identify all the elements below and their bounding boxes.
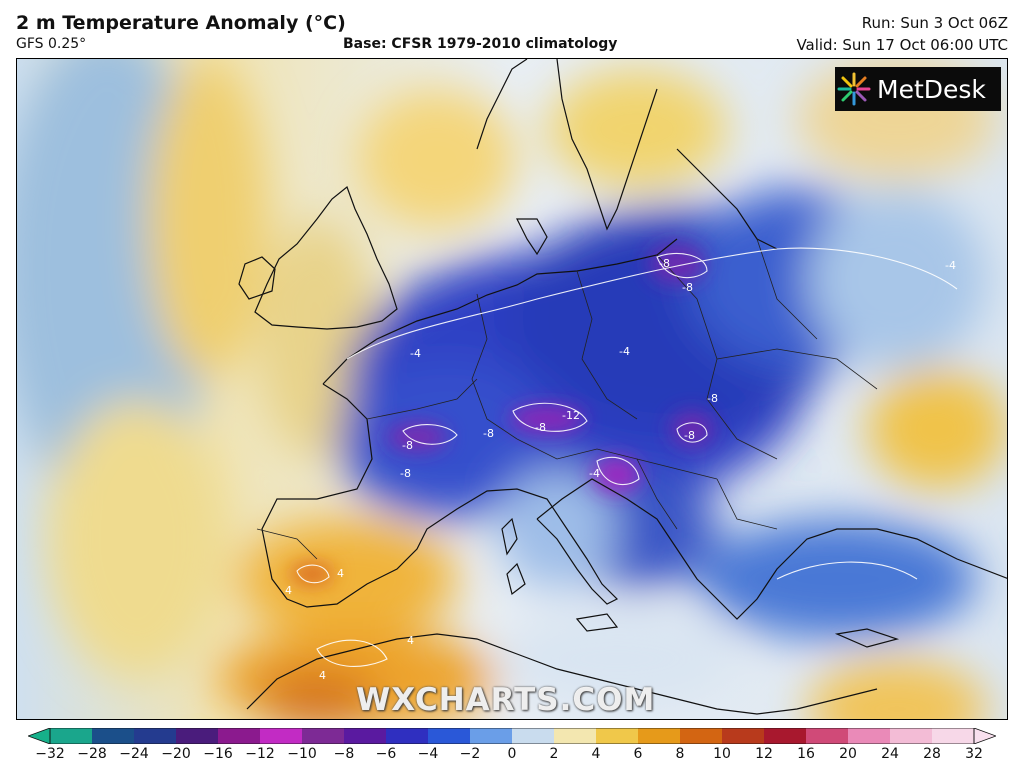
colorbar-segment (638, 728, 681, 744)
colorbar-segment (848, 728, 891, 744)
contours (296, 247, 958, 667)
contour-label: -8 (402, 439, 413, 452)
colorbar-tick-label: −28 (77, 746, 107, 762)
colorbar-segment (302, 728, 345, 744)
metdesk-starburst-icon (837, 72, 871, 106)
colorbar-segment (218, 728, 261, 744)
colorbar-tick-label: 8 (675, 746, 685, 762)
colorbar-tick-label: 2 (549, 746, 559, 762)
colorbar-tick-label: −8 (333, 746, 355, 762)
colorbar-segment (554, 728, 597, 744)
contour-label: -4 (945, 259, 956, 272)
colorbar-segment (722, 728, 765, 744)
colorbar-tick-label: 12 (755, 746, 773, 762)
colorbar-tick-label: −20 (161, 746, 191, 762)
colorbar-segment (806, 728, 849, 744)
colorbar-tick-label: −10 (287, 746, 317, 762)
colorbar-low-arrow (28, 728, 51, 744)
colorbar-segment (386, 728, 429, 744)
contour-label: -8 (682, 281, 693, 294)
colorbar-segment (50, 728, 93, 744)
colorbar-tick-label: 16 (797, 746, 815, 762)
colorbar-tick-label: 4 (591, 746, 601, 762)
contour-label: -8 (684, 429, 695, 442)
colorbar-tick-label: 20 (839, 746, 857, 762)
anomaly-map: -8 -8 -8 -8 -12 -4 -8 -8 -8 -8 -4 4 4 4 … (16, 58, 1008, 720)
watermark: WXCHARTS.COM (356, 682, 656, 718)
colorbar-segment (680, 728, 723, 744)
colorbar-tick-label: −4 (417, 746, 439, 762)
country-borders (256, 238, 878, 560)
contour-label: -8 (400, 467, 411, 480)
colorbar-segment (428, 728, 471, 744)
colorbar-tick-label: −24 (119, 746, 149, 762)
contour-label: 4 (407, 634, 414, 647)
contour-label: -4 (410, 347, 421, 360)
colorbar-segment (764, 728, 807, 744)
model-label: GFS 0.25° (16, 36, 87, 52)
colorbar-segment (260, 728, 303, 744)
colorbar-segment (176, 728, 219, 744)
colorbar-segment (92, 728, 135, 744)
map-canvas (17, 59, 1007, 719)
metdesk-logo: MetDesk (835, 67, 1001, 111)
colorbar-tick-label: 32 (965, 746, 983, 762)
climatology-base-label: Base: CFSR 1979-2010 climatology (343, 36, 618, 52)
colorbar-tick-label: 6 (633, 746, 643, 762)
coastlines (238, 59, 1007, 715)
colorbar-tick-label: −12 (245, 746, 275, 762)
colorbar-segment (890, 728, 933, 744)
colorbar-tick-label: −32 (35, 746, 65, 762)
contour-label: -8 (535, 421, 546, 434)
colorbar-segment (596, 728, 639, 744)
colorbar-segment (932, 728, 975, 744)
contour-label: -4 (589, 467, 600, 480)
contour-label: 4 (337, 567, 344, 580)
run-time-label: Run: Sun 3 Oct 06Z (861, 14, 1008, 32)
colorbar-segment (344, 728, 387, 744)
colorbar-ticks: −32 −28 −24 −20 −16 −12 −10 −8 −6 −4 −2 0 2 4 6 8 10 12 16… (0, 746, 1024, 770)
colorbar-tick-label: 10 (713, 746, 731, 762)
colorbar (28, 728, 996, 744)
contour-label: -12 (562, 409, 580, 422)
colorbar-tick-label: 0 (507, 746, 517, 762)
colorbar-tick-label: −16 (203, 746, 233, 762)
colorbar-high-arrow (973, 728, 996, 744)
colorbar-tick-label: 28 (923, 746, 941, 762)
logo-text: MetDesk (877, 74, 986, 104)
contour-label: 4 (319, 669, 326, 682)
contour-label: 4 (285, 584, 292, 597)
colorbar-segment (134, 728, 177, 744)
colorbar-tick-label: −2 (459, 746, 481, 762)
contour-label: -4 (619, 345, 630, 358)
colorbar-segment (470, 728, 513, 744)
contour-label: -8 (659, 257, 670, 270)
colorbar-tick-label: −6 (375, 746, 397, 762)
colorbar-tick-label: 24 (881, 746, 899, 762)
valid-time-label: Valid: Sun 17 Oct 06:00 UTC (796, 36, 1008, 54)
contour-label: -8 (483, 427, 494, 440)
contour-label: -8 (707, 392, 718, 405)
chart-title: 2 m Temperature Anomaly (°C) (16, 12, 346, 34)
colorbar-segment (512, 728, 555, 744)
